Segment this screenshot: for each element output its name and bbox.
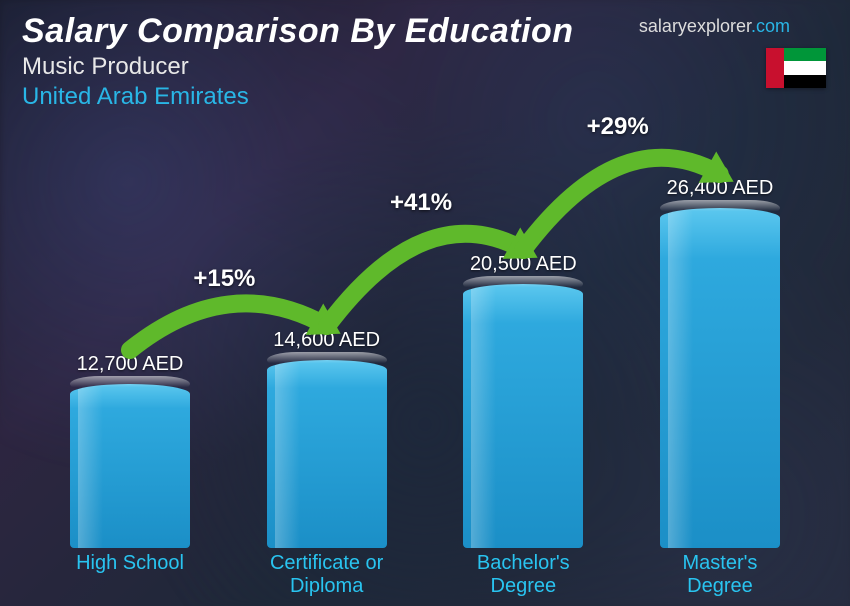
bar-value-label: 20,500 AED [470, 253, 577, 276]
bar [267, 360, 387, 548]
page-title: Salary Comparison By Education [22, 12, 574, 51]
bar [660, 208, 780, 548]
brand-label: salaryexplorer.com [639, 16, 790, 37]
x-label: Bachelor'sDegree [448, 552, 598, 598]
brand-suffix: .com [751, 16, 790, 36]
x-axis-labels: High School Certificate orDiploma Bachelor… [55, 552, 795, 598]
header: Salary Comparison By Education Music Pro… [22, 12, 574, 111]
job-subtitle: Music Producer [22, 53, 574, 81]
bar-value-label: 12,700 AED [77, 353, 184, 376]
bar-value-label: 14,600 AED [273, 329, 380, 352]
brand-name: salaryexplorer [639, 16, 751, 36]
bar-group: 20,500 AED [448, 253, 598, 548]
x-label: High School [55, 552, 205, 598]
country-label: United Arab Emirates [22, 83, 574, 111]
bar-group: 12,700 AED [55, 353, 205, 548]
bar-value-label: 26,400 AED [667, 177, 774, 200]
x-label: Master'sDegree [645, 552, 795, 598]
bar [463, 284, 583, 548]
x-label: Certificate orDiploma [252, 552, 402, 598]
bar [70, 384, 190, 548]
bar-group: 26,400 AED [645, 177, 795, 548]
uae-flag-icon [766, 48, 826, 88]
increase-pct: +29% [587, 113, 649, 141]
salary-bar-chart: 12,700 AED 14,600 AED 20,500 AED 26,400 AED [55, 168, 795, 548]
bar-group: 14,600 AED [252, 329, 402, 548]
